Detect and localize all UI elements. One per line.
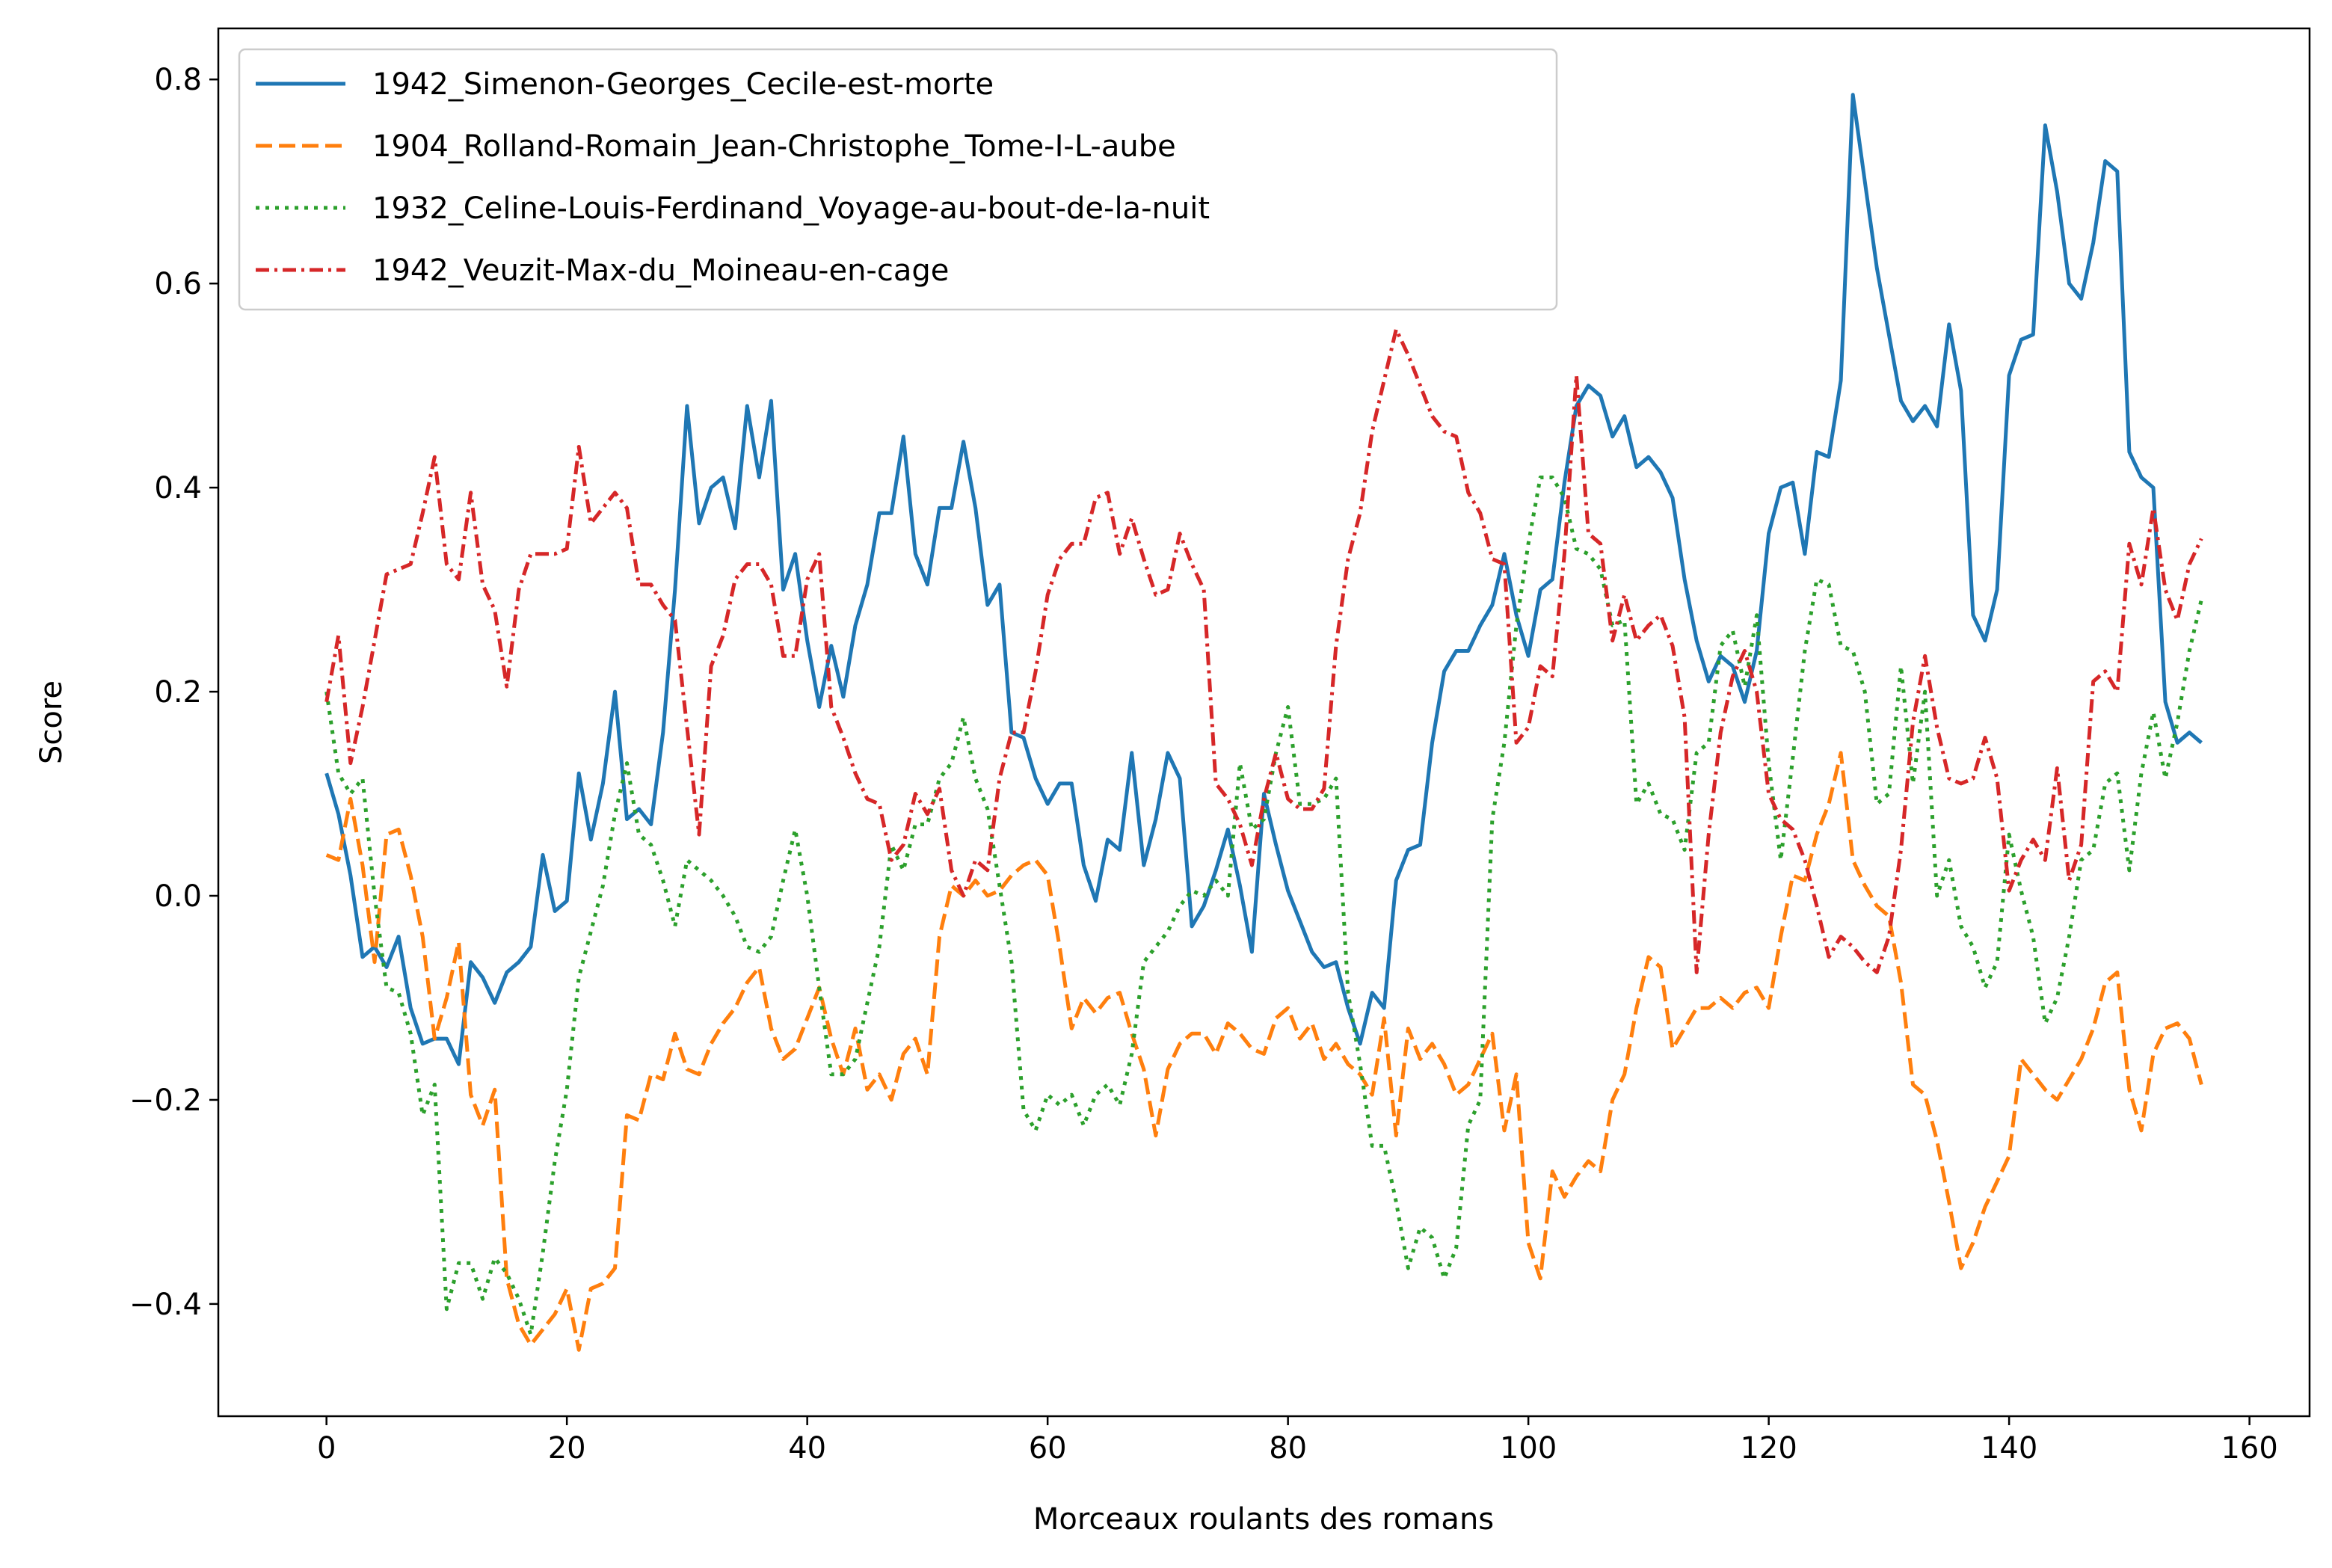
legend-label-2: 1904_Rolland-Romain_Jean-Christophe_Tome…	[372, 129, 1176, 164]
x-tick-label: 160	[2221, 1431, 2277, 1466]
y-tick-label: 0.4	[154, 471, 202, 505]
x-tick-label: 40	[788, 1431, 826, 1466]
legend-label-4: 1942_Veuzit-Max-du_Moineau-en-cage	[372, 253, 949, 288]
y-tick-label: 0.6	[154, 267, 202, 301]
plot-frame	[217, 27, 2311, 1418]
y-tick-label: 0.0	[154, 879, 202, 914]
y-axis-label: Score	[34, 680, 69, 764]
y-tick-label: 0.8	[154, 63, 202, 97]
y-tick-label: 0.2	[154, 675, 202, 710]
x-axis-label: Morceaux roulants des romans	[1033, 1502, 1494, 1537]
series-line-4	[324, 328, 2203, 974]
legend-label-1: 1942_Simenon-Georges_Cecile-est-morte	[372, 67, 994, 102]
x-axis-ticks: 0 20 40 60 80 100 120 140 160	[317, 1416, 2278, 1466]
legend-label-3: 1932_Celine-Louis-Ferdinand_Voyage-au-bo…	[372, 191, 1210, 226]
series-line-1	[324, 93, 2203, 1066]
series-layer	[324, 93, 2203, 1352]
series-line-3	[324, 476, 2203, 1337]
y-axis-ticks: −0.4 −0.2 0.0 0.2 0.4 0.6 0.8	[129, 63, 218, 1322]
y-tick-label: −0.2	[129, 1083, 202, 1118]
y-tick-label: −0.4	[129, 1288, 202, 1322]
x-tick-label: 100	[1500, 1431, 1557, 1466]
x-tick-label: 60	[1029, 1431, 1067, 1466]
x-tick-label: 120	[1740, 1431, 1797, 1466]
legend-box	[238, 48, 1558, 311]
x-tick-label: 20	[548, 1431, 586, 1466]
legend: 1942_Simenon-Georges_Cecile-est-morte 190…	[238, 48, 1558, 311]
x-tick-label: 0	[317, 1431, 336, 1466]
series-line-2	[325, 751, 2203, 1352]
x-tick-label: 80	[1269, 1431, 1307, 1466]
x-tick-label: 140	[1981, 1431, 2037, 1466]
